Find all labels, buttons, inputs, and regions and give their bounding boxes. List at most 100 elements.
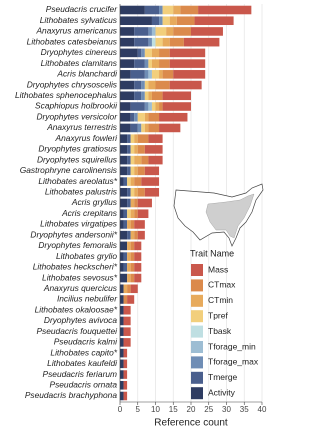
bar-segment [120, 145, 128, 154]
bar-segment [134, 155, 142, 165]
bar-segment [120, 16, 152, 26]
bar-segment [141, 123, 145, 133]
bar-segment [120, 316, 124, 326]
x-tick-label: 25 [204, 405, 213, 414]
bar-segment [134, 230, 138, 240]
bar-segment [169, 48, 206, 58]
y-tick-label: Gastrophryne carolinensis [20, 165, 118, 175]
bar-segment [137, 123, 142, 133]
bar-segment [130, 230, 135, 240]
y-tick-label: Pseudacris kalmi [54, 337, 118, 347]
bar-segment [134, 134, 138, 143]
bar-segment [159, 102, 163, 111]
bar-segment [120, 112, 131, 122]
bar-segment [144, 112, 149, 122]
bar-segment [134, 241, 142, 251]
bar-segment [130, 209, 135, 219]
x-tick-label: 40 [258, 405, 267, 414]
bar-segment [144, 123, 149, 133]
bar-segment [127, 252, 131, 261]
x-tick-label: 35 [240, 405, 249, 414]
bar-segment [120, 230, 128, 240]
bar-segment [120, 380, 124, 390]
bar-segment [144, 80, 149, 90]
bar-segment [141, 177, 160, 186]
bar-segment [120, 220, 124, 229]
bar-segment [120, 348, 124, 358]
x-tick-label: 10 [151, 405, 160, 414]
bar-segment [130, 166, 135, 176]
bar-segment [120, 295, 124, 304]
bar-segment [134, 145, 138, 154]
bar-segment [155, 37, 163, 47]
bar-segment [123, 209, 128, 219]
bar-segment [120, 370, 124, 379]
bar-segment [123, 391, 128, 401]
bar-segment [120, 273, 128, 283]
bar-segment [127, 295, 135, 304]
bar-segment [130, 252, 135, 261]
bar-segment [162, 16, 170, 26]
bar-segment [123, 316, 131, 326]
bar-segment [120, 123, 131, 133]
bar-segment [120, 187, 128, 197]
bar-segment [120, 198, 128, 208]
bar-segment [144, 166, 160, 176]
bar-segment [120, 252, 124, 261]
bar-segment [130, 273, 135, 283]
bar-segment [155, 80, 170, 90]
bar-segment [137, 145, 145, 154]
bar-segment [144, 5, 160, 15]
bar-segment [141, 48, 145, 58]
y-tick-label: Pseudacris feriarum [43, 369, 117, 379]
y-tick-label: Anaxyrus fowleri [55, 133, 119, 143]
y-tick-label: Lithobates okaloosae* [35, 304, 118, 314]
bar-segment [162, 5, 174, 15]
bar-segment [194, 16, 234, 26]
y-tick-label: Dryophytes cinereus [41, 47, 118, 57]
bar-segment [176, 16, 195, 26]
bar-segment [134, 112, 138, 122]
bar-segment [148, 59, 152, 68]
bar-segment [120, 359, 124, 369]
legend-label: Mass [208, 264, 228, 274]
bar-segment [127, 284, 131, 294]
x-tick-label: 5 [136, 405, 141, 414]
legend: Mass CTmax CTmin Tpref Tbask Tforage_min Tfora… [191, 264, 259, 400]
bar-segment [148, 112, 160, 122]
y-tick-label: Anaxyrus terrestris [46, 122, 118, 132]
y-tick-label: Lithobates sphenocephalus [15, 90, 118, 100]
y-tick-label: Lithobates virgatipes [40, 219, 118, 229]
y-tick-label: Anaxyrus quercicus [43, 283, 118, 293]
y-tick-label: Dryophytes avivoca [44, 315, 117, 325]
bar-segment [151, 102, 156, 111]
bar-segment [169, 16, 177, 26]
y-tick-label: Lithobates palustris [45, 186, 118, 196]
bar-segment [120, 391, 124, 401]
bar-segment [151, 37, 156, 47]
bar-segment [134, 263, 142, 272]
bar-segment [123, 305, 131, 315]
bar-segment [130, 112, 135, 122]
y-tick-label: Pseudacris brachyphona [25, 390, 118, 400]
bar-segment [123, 220, 128, 229]
bar-segment [120, 27, 135, 36]
y-tick-label: Lithobates sevosus* [42, 272, 118, 282]
bar-segment [137, 166, 145, 176]
bar-segment [127, 145, 131, 154]
bar-segment [134, 37, 149, 47]
y-tick-label: Lithobates capito* [50, 347, 117, 357]
bar-segment [148, 134, 163, 143]
bar-segment [134, 177, 142, 186]
bar-segment [130, 70, 145, 79]
bar-segment [130, 263, 135, 272]
bar-segment [120, 91, 135, 101]
y-tick-label: Lithobates clamitans [41, 58, 118, 68]
bar-segment [120, 155, 128, 165]
y-tick-label: Scaphiopus holbrookii [35, 101, 118, 111]
bar-segment [151, 59, 160, 68]
bar-segment [134, 220, 145, 229]
bar-segment [191, 27, 223, 36]
bar-segment [137, 230, 145, 240]
bar-segment [137, 209, 149, 219]
